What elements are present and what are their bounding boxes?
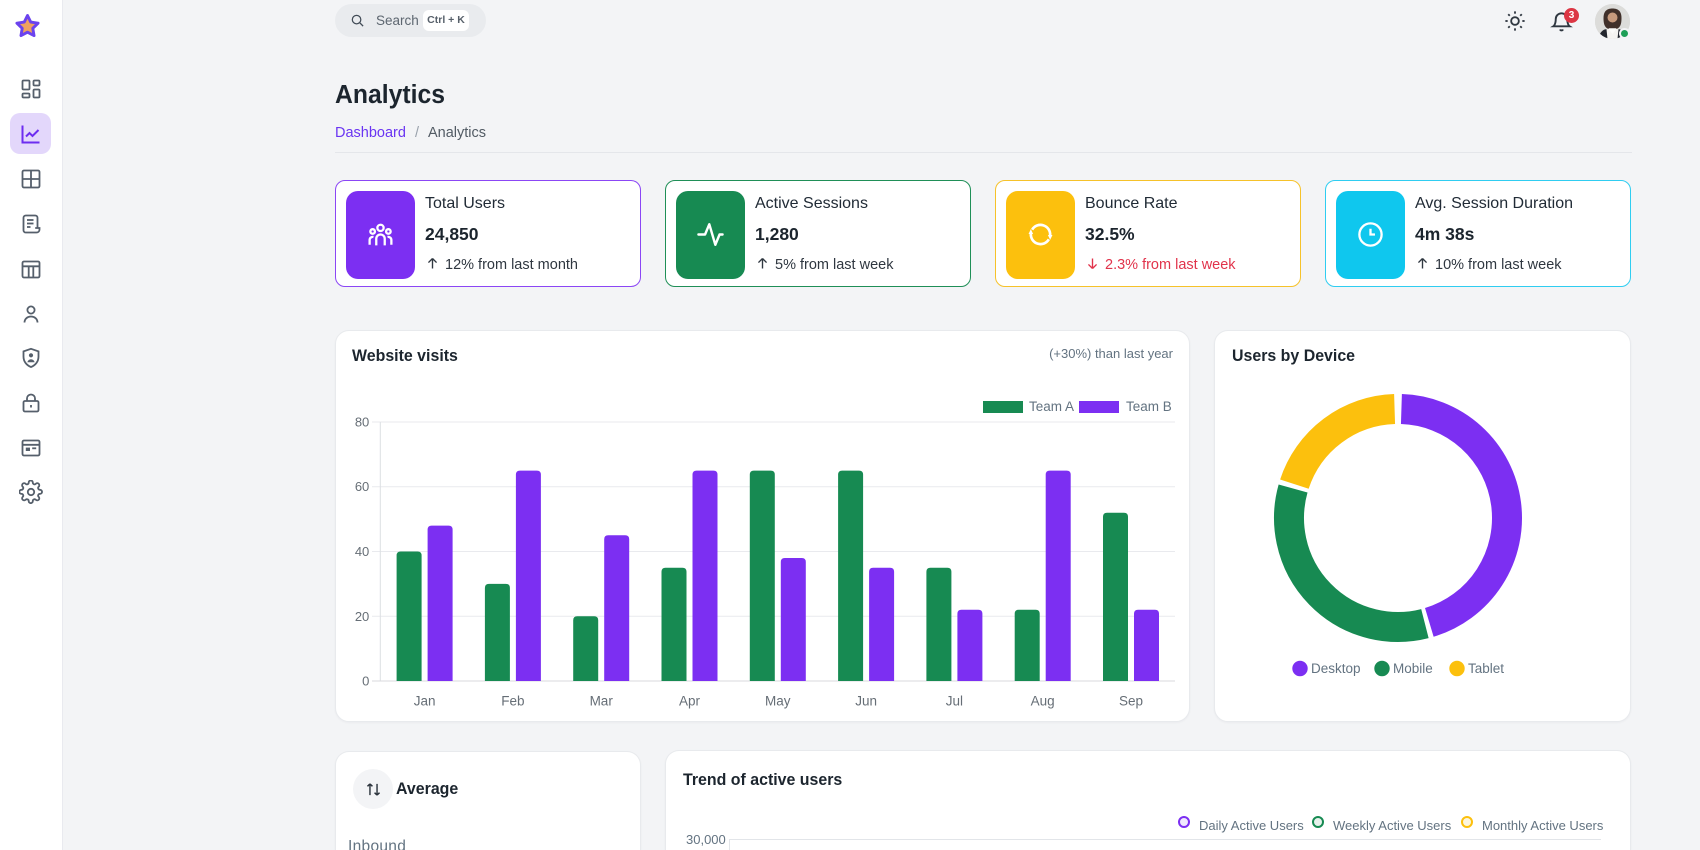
svg-text:Feb: Feb	[501, 694, 524, 709]
svg-text:Jun: Jun	[855, 694, 877, 709]
svg-text:40: 40	[355, 544, 369, 559]
svg-text:80: 80	[355, 415, 369, 430]
svg-text:Jul: Jul	[946, 694, 963, 709]
svg-text:Desktop: Desktop	[1311, 661, 1361, 676]
svg-text:Sep: Sep	[1119, 694, 1143, 709]
svg-text:20: 20	[355, 609, 369, 624]
svg-text:Mobile: Mobile	[1393, 661, 1433, 676]
svg-text:0: 0	[362, 674, 369, 689]
svg-text:Jan: Jan	[414, 694, 436, 709]
svg-text:Apr: Apr	[679, 694, 701, 709]
svg-text:Tablet: Tablet	[1468, 661, 1504, 676]
svg-text:May: May	[765, 694, 791, 709]
svg-text:Mar: Mar	[590, 694, 614, 709]
svg-text:60: 60	[355, 479, 369, 494]
svg-text:Aug: Aug	[1031, 694, 1055, 709]
